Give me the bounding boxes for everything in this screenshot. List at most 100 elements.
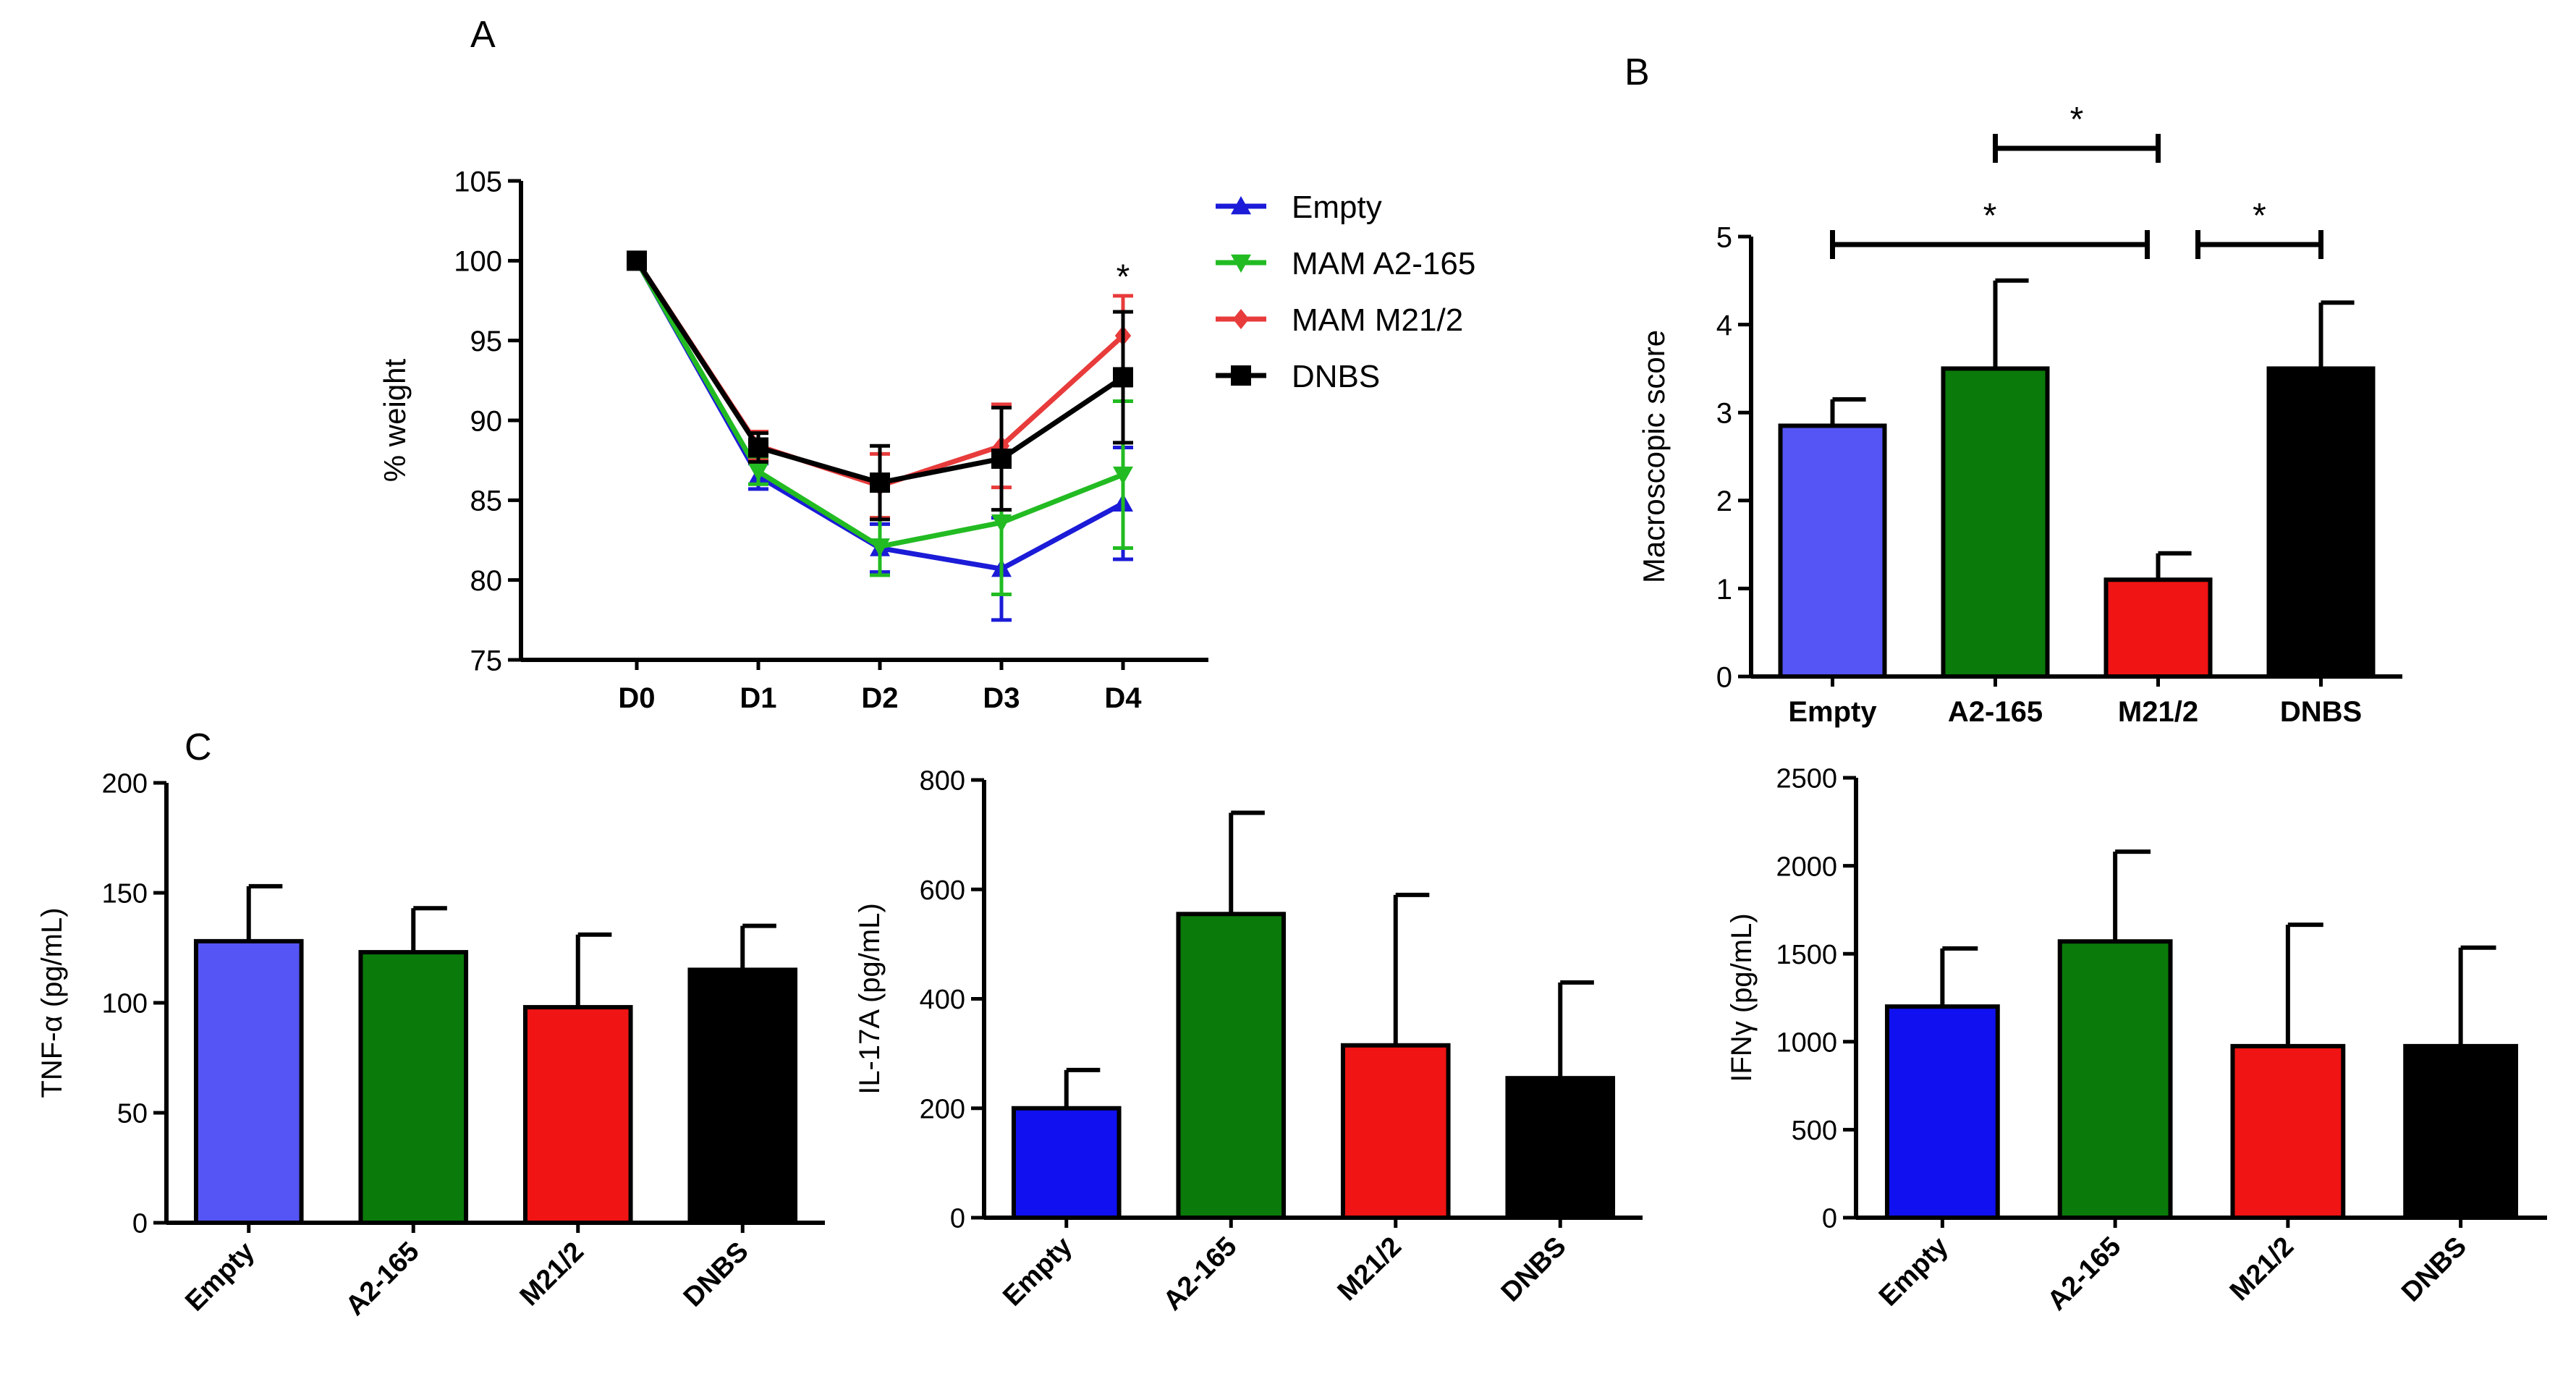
data-point-mam-a2-165 <box>991 514 1012 533</box>
x-tick-label-empty: Empty <box>1873 1231 1954 1312</box>
y-tick-label: 90 <box>470 405 503 437</box>
y-tick-label: 500 <box>1792 1116 1837 1146</box>
significance-bracket-2: * <box>1830 197 2150 259</box>
bar-a2-165 <box>1941 366 2050 679</box>
x-tick-label-dnbs: DNBS <box>1496 1231 1572 1308</box>
data-point-dnbs <box>748 437 768 458</box>
significance-star: * <box>2253 197 2266 235</box>
significance-star: * <box>1117 258 1130 296</box>
legend-label-empty: Empty <box>1292 190 1382 225</box>
y-tick-label: 85 <box>470 485 503 517</box>
data-point-dnbs <box>870 472 890 493</box>
bar-dnbs <box>2266 366 2376 679</box>
x-tick-label-a2-165: A2-165 <box>2042 1231 2127 1317</box>
significance-bracket-3: * <box>2195 197 2323 259</box>
y-tick-label: 1000 <box>1776 1027 1837 1058</box>
y-axis-label: Macroscopic score <box>1637 330 1671 583</box>
x-tick-label-m21-2: M21/2 <box>2224 1231 2300 1307</box>
x-tick-label-m21-2: M21/2 <box>2118 696 2198 728</box>
data-point-dnbs <box>991 448 1012 469</box>
panel-label-a: A <box>470 14 496 56</box>
x-tick-label-empty: Empty <box>1788 696 1877 728</box>
x-tick-label-dnbs: DNBS <box>678 1237 755 1313</box>
y-tick-label: 150 <box>102 879 148 909</box>
ifn-gamma-bar-chart: 0 500 1000 1500 2000 2500 IFNγ (pg/mL) Empty A2-… <box>1726 764 2547 1317</box>
tnf-alpha-bar-chart: 0 50 100 150 200 TNF-α (pg/mL) Empty A2-165 M21/… <box>36 769 825 1322</box>
bar-a2-165 <box>2057 939 2173 1221</box>
y-tick-label: 600 <box>920 875 965 906</box>
y-tick-label: 3 <box>1716 398 1732 430</box>
y-tick-label: 800 <box>920 766 965 797</box>
data-point-mam-a2-165 <box>870 538 890 557</box>
y-tick-label: 1 <box>1716 574 1732 606</box>
y-tick-label: 0 <box>950 1204 965 1234</box>
legend-marker-mam-m21-2 <box>1232 309 1250 329</box>
legend-label-mam-a2-165: MAM A2-165 <box>1292 246 1475 281</box>
y-axis-label: IL-17A (pg/mL) <box>854 903 886 1095</box>
x-tick-label-d3: D3 <box>983 682 1020 714</box>
significance-bracket-1: * <box>1993 101 2161 163</box>
y-tick-label: 200 <box>102 769 148 799</box>
bar-empty <box>1011 1106 1122 1220</box>
x-tick-label-dnbs: DNBS <box>2396 1231 2473 1308</box>
data-point-dnbs <box>627 250 647 271</box>
y-axis-label: TNF-α (pg/mL) <box>36 907 68 1098</box>
y-tick-label: 50 <box>117 1099 148 1129</box>
y-tick-label: 5 <box>1716 221 1732 253</box>
macroscopic-score-bar-chart: 0 1 2 3 4 5 Macroscopic score Empty A2-165 M21/2 D… <box>1637 101 2402 728</box>
bar-dnbs <box>687 967 798 1226</box>
x-tick-label-empty: Empty <box>997 1231 1078 1312</box>
weight-line-chart: 75 80 85 90 95 100 105 % weight D0 D1 D2 D3 D4 * Empty… <box>378 166 1475 714</box>
y-tick-label: 2500 <box>1776 764 1837 794</box>
data-point-mam-a2-165 <box>1113 466 1133 485</box>
y-tick-label: 0 <box>132 1209 148 1239</box>
y-axis-label: IFNγ (pg/mL) <box>1726 913 1758 1082</box>
y-tick-label: 95 <box>470 326 503 357</box>
x-tick-label-d4: D4 <box>1104 682 1142 714</box>
bar-m21-2 <box>1340 1043 1451 1220</box>
y-tick-label: 400 <box>920 985 965 1015</box>
legend-marker-empty <box>1231 196 1251 215</box>
data-point-dnbs <box>1113 367 1133 388</box>
legend-marker-dnbs <box>1231 365 1251 386</box>
y-tick-label: 1500 <box>1776 940 1837 970</box>
series-dnbs <box>627 250 1133 522</box>
y-tick-label: 0 <box>1822 1204 1837 1234</box>
y-tick-label: 100 <box>102 989 148 1019</box>
bar-a2-165 <box>1176 912 1287 1220</box>
legend: Empty MAM A2-165 MAM M21/2 DNBS <box>1216 190 1475 394</box>
y-tick-label: 75 <box>470 645 503 676</box>
significance-star: * <box>1983 197 1997 235</box>
bar-empty <box>1884 1004 2000 1221</box>
il-17a-bar-chart: 0 200 400 600 800 IL-17A (pg/mL) Empty A2-165 M2… <box>854 766 1643 1316</box>
y-tick-label: 80 <box>470 565 503 597</box>
bar-empty <box>1778 423 1887 679</box>
y-tick-label: 100 <box>454 246 502 278</box>
x-tick-label-d1: D1 <box>740 682 776 714</box>
bar-m21-2 <box>2230 1043 2346 1220</box>
y-tick-label: 200 <box>920 1094 965 1124</box>
y-tick-label: 2 <box>1716 485 1732 517</box>
panel-label-c: C <box>185 726 212 768</box>
x-tick-label-m21-2: M21/2 <box>514 1237 590 1312</box>
bar-dnbs <box>2403 1043 2519 1220</box>
panel-label-b: B <box>1624 51 1650 93</box>
significance-star: * <box>2070 101 2084 139</box>
x-tick-label-dnbs: DNBS <box>2280 696 2362 728</box>
x-tick-label-empty: Empty <box>179 1237 260 1318</box>
bar-a2-165 <box>358 950 469 1225</box>
y-tick-label: 0 <box>1716 661 1732 693</box>
y-axis-label: % weight <box>378 358 412 482</box>
x-tick-label-a2-165: A2-165 <box>340 1237 425 1322</box>
x-tick-label-m21-2: M21/2 <box>1332 1231 1407 1307</box>
x-tick-label-d0: D0 <box>618 682 655 714</box>
y-tick-label: 4 <box>1716 310 1732 342</box>
bar-empty <box>193 938 304 1225</box>
bar-m21-2 <box>2103 577 2213 679</box>
legend-marker-mam-a2-165 <box>1231 254 1251 273</box>
y-tick-label: 105 <box>454 166 502 198</box>
x-tick-label-d2: D2 <box>861 682 898 714</box>
bar-m21-2 <box>522 1005 633 1225</box>
data-point-mam-a2-165 <box>748 463 768 482</box>
